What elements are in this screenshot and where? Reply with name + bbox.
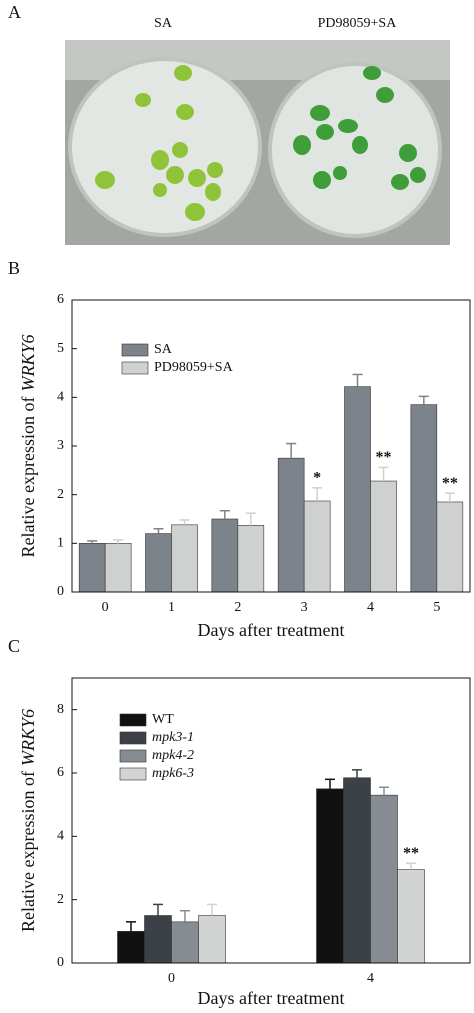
x-axis-label: Days after treatment — [198, 988, 345, 1008]
error-bar — [179, 519, 190, 525]
y-tick-label: 2 — [57, 487, 64, 502]
photo — [65, 40, 450, 245]
y-tick-label: 6 — [57, 765, 64, 780]
y-tick-label: 0 — [57, 955, 64, 970]
bar — [277, 457, 305, 593]
error-bar — [378, 466, 389, 482]
x-axis-label: Days after treatment — [198, 620, 345, 640]
bar — [144, 915, 172, 964]
error-bar — [286, 442, 297, 459]
bar — [344, 386, 371, 593]
significance: ** — [442, 475, 458, 492]
bar — [370, 480, 397, 593]
seedlings — [293, 66, 426, 190]
y-tick-label: 6 — [57, 292, 64, 307]
y-tick-label: 2 — [57, 892, 64, 907]
seedlings — [95, 65, 223, 221]
legend-label: WT — [152, 712, 174, 727]
bar — [370, 794, 398, 964]
y-tick-label: 8 — [57, 702, 64, 717]
error-bar — [153, 527, 164, 534]
legend-label: PD98059+SA — [154, 360, 234, 375]
bar — [316, 788, 344, 964]
bar — [171, 524, 198, 593]
legend-label: mpk6-3 — [152, 766, 194, 781]
panel-label: A — [8, 2, 21, 22]
panel-label: B — [8, 258, 20, 278]
bar — [410, 404, 438, 593]
panel-label: C — [8, 636, 20, 656]
x-tick-label: 0 — [168, 971, 175, 986]
y-tick-label: 5 — [57, 341, 64, 356]
error-bar — [418, 395, 429, 405]
bar — [78, 543, 106, 593]
error-bar — [312, 487, 323, 501]
legend-swatch — [119, 767, 147, 781]
error-bar — [219, 509, 230, 519]
petri-dish — [68, 57, 262, 237]
error-bar — [325, 778, 335, 789]
y-axis-label: Relative expression of WRKY6 — [18, 709, 38, 932]
legend-swatch — [121, 343, 149, 357]
plot-frame — [71, 299, 471, 593]
error-bar — [406, 862, 416, 870]
error-bar — [207, 903, 217, 916]
x-tick-label: 4 — [367, 600, 374, 615]
x-tick-label: 3 — [301, 600, 308, 615]
bar — [343, 777, 371, 964]
legend-label: mpk4-2 — [152, 748, 194, 763]
significance: * — [313, 470, 321, 487]
legend-label: SA — [154, 342, 173, 357]
y-tick-label: 1 — [57, 536, 64, 551]
y-tick-label: 3 — [57, 438, 64, 453]
bar — [237, 525, 265, 593]
y-axis-label-gene: WRKY6 — [18, 709, 38, 766]
bar — [145, 533, 172, 593]
legend-swatch — [119, 749, 147, 763]
legend-swatch — [121, 361, 149, 375]
error-bar — [87, 540, 98, 544]
y-axis-label-gene: WRKY6 — [18, 335, 38, 392]
bar — [171, 921, 199, 964]
error-bar — [352, 769, 362, 778]
y-axis-label: Relative expression of WRKY6 — [18, 335, 38, 558]
y-tick-label: 4 — [57, 390, 64, 405]
error-bar — [180, 910, 190, 922]
bar — [117, 931, 145, 964]
bar — [397, 869, 425, 964]
x-tick-label: 0 — [102, 600, 109, 615]
x-tick-label: 4 — [367, 971, 374, 986]
y-axis-label-text: Relative expression of — [18, 397, 38, 558]
error-bar — [352, 373, 363, 387]
error-bar — [113, 539, 124, 544]
legend-swatch — [119, 713, 147, 727]
error-bar — [153, 903, 163, 916]
significance: ** — [376, 449, 392, 466]
error-bar — [126, 921, 136, 932]
x-tick-label: 2 — [234, 600, 241, 615]
legend-label: mpk3-1 — [152, 730, 194, 745]
bar — [436, 501, 464, 593]
error-bar — [444, 492, 455, 502]
x-tick-label: 1 — [168, 600, 175, 615]
y-tick-label: 4 — [57, 829, 64, 844]
significance: ** — [403, 845, 419, 862]
photo-caption: SA — [154, 16, 173, 31]
photo-caption: PD98059+SA — [318, 16, 398, 31]
y-tick-label: 0 — [57, 584, 64, 599]
bar — [104, 543, 132, 593]
error-bar — [379, 786, 389, 796]
x-tick-label: 5 — [433, 600, 440, 615]
y-axis-label-text: Relative expression of — [18, 771, 38, 932]
legend-swatch — [119, 731, 147, 745]
plot-frame — [71, 677, 471, 964]
bar — [198, 915, 226, 964]
bar — [211, 518, 239, 593]
bar — [303, 500, 331, 593]
error-bar — [245, 512, 256, 526]
